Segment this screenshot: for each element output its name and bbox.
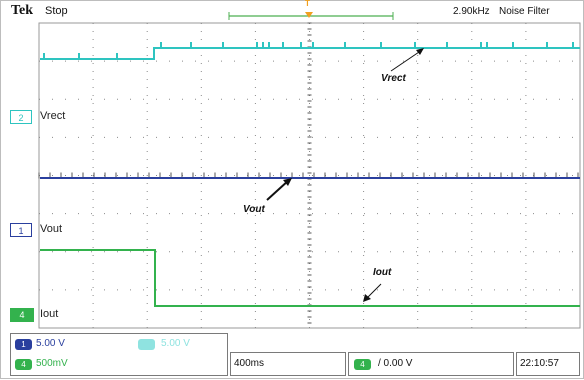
iout-annotation: Iout bbox=[373, 267, 392, 278]
center-axis bbox=[38, 22, 579, 324]
vout-arrow bbox=[266, 178, 292, 201]
channel-1-label: Vout bbox=[40, 223, 63, 235]
channel-1-chip: 1 bbox=[15, 339, 32, 350]
trigger-channel-number: 4 bbox=[360, 360, 365, 369]
noise-filter-label: Noise Filter bbox=[499, 6, 550, 17]
channel-2-label: Vrect bbox=[40, 110, 66, 122]
iout-arrow bbox=[363, 283, 382, 302]
vout-annotation: Vout bbox=[243, 204, 265, 215]
vrect-annotation: Vrect bbox=[381, 73, 406, 84]
trigger-level: / 0.00 V bbox=[378, 358, 413, 369]
channel-4-chip: 4 bbox=[15, 359, 32, 370]
channel-1-number: 1 bbox=[18, 226, 24, 236]
record-bar bbox=[228, 12, 394, 20]
channel-2-scale: 5.00 V bbox=[161, 338, 190, 349]
clock-panel: 22:10:57 bbox=[516, 352, 580, 376]
trigger-channel-chip: 4 bbox=[354, 359, 371, 370]
channel-1-marker: 1 bbox=[10, 223, 32, 237]
vrect-arrow bbox=[390, 48, 424, 72]
iout-trace bbox=[40, 249, 580, 307]
vrect-spikes bbox=[43, 42, 574, 59]
clock-time: 22:10:57 bbox=[520, 358, 559, 369]
timebase-panel: 400ms bbox=[230, 352, 346, 376]
channel-scale-panel: 1 5.00 V 5.00 V 4 500mV bbox=[10, 333, 228, 376]
acquisition-state: Stop bbox=[45, 5, 68, 17]
channel-1-chip-number: 1 bbox=[21, 340, 26, 349]
trigger-marker-label: T bbox=[305, 0, 310, 8]
channel-4-marker: 4 bbox=[10, 308, 34, 322]
channel-1-scale: 5.00 V bbox=[36, 338, 65, 349]
channel-4-chip-number: 4 bbox=[21, 360, 26, 369]
channel-4-number: 4 bbox=[19, 310, 25, 320]
channel-2-chip bbox=[138, 339, 155, 350]
trigger-position-icon bbox=[305, 12, 313, 18]
grid-lines bbox=[39, 23, 580, 328]
vrect-trace bbox=[40, 42, 580, 60]
channel-4-scale: 500mV bbox=[36, 358, 68, 369]
channel-2-number: 2 bbox=[18, 113, 24, 123]
brand-label: Tek bbox=[11, 3, 34, 18]
trigger-panel: 4 / 0.00 V bbox=[348, 352, 514, 376]
channel-2-marker: 2 bbox=[10, 110, 32, 124]
channel-4-label: Iout bbox=[40, 308, 59, 320]
timebase-value: 400ms bbox=[234, 358, 265, 369]
frequency-readout: 2.90kHz bbox=[453, 6, 490, 17]
